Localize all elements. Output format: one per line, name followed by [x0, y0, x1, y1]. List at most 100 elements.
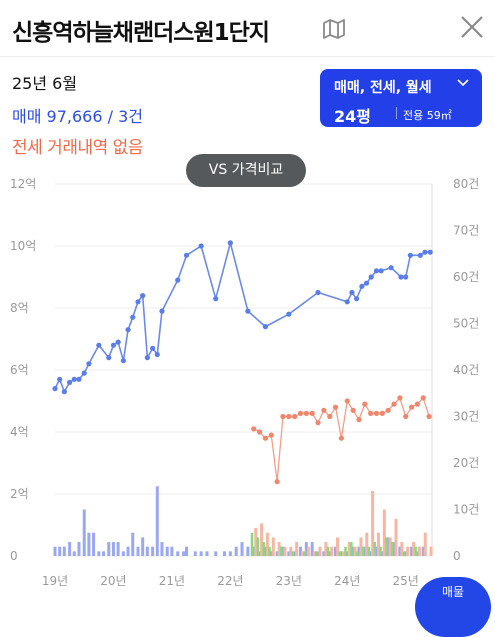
sale-volume-bar [116, 542, 120, 556]
rent-volume-bar [338, 551, 341, 556]
jeonse-volume-bar [429, 546, 433, 556]
sale-volume-bar [82, 509, 86, 556]
sale-volume-bar [252, 546, 256, 556]
y-right-tick: 30건 [453, 410, 479, 424]
rent-volume-bar [256, 537, 260, 556]
jeonse-volume-bar [295, 542, 299, 556]
sale-volume-bar [410, 546, 414, 556]
sale-price-point [427, 249, 433, 255]
jeonse-price-point [286, 413, 292, 420]
sale-price-point [86, 361, 92, 367]
sale-volume-bar [240, 542, 244, 556]
rent-volume-bar [303, 551, 306, 556]
rent-volume-bar [361, 546, 365, 556]
sale-price-point [96, 342, 102, 348]
jeonse-volume-bar [283, 546, 287, 556]
sale-volume-bar [136, 546, 140, 556]
sale-price-point [154, 351, 160, 358]
rent-volume-bar [414, 546, 417, 556]
jeonse-price-point [373, 410, 380, 416]
sale-volume-bar [141, 537, 145, 556]
sale-price-point [144, 355, 150, 361]
y-right-tick: 10건 [453, 503, 479, 517]
sale-volume-bar [126, 546, 130, 556]
sale-volume-bar [111, 542, 115, 556]
sale-volume-bar [53, 546, 57, 556]
jeonse-volume-bar [260, 523, 264, 556]
rent-volume-bar [250, 532, 254, 556]
sale-volume-bar [193, 551, 197, 556]
filter-button[interactable]: 매매, 전세, 월세 24평 전용 59㎡ [320, 69, 482, 127]
sale-volume-bar [77, 542, 81, 556]
sale-price-point [52, 386, 58, 392]
jeonse-price-point [350, 407, 356, 413]
chevron-down-icon [457, 79, 469, 87]
map-icon[interactable] [323, 19, 345, 39]
jeonse-volume-bar [353, 546, 357, 556]
rent-volume-bar [402, 551, 406, 556]
listing-fab-button[interactable]: 매물 [415, 577, 491, 637]
jeonse-volume-bar [318, 546, 322, 556]
y-left-tick: 0 [10, 549, 18, 563]
jeonse-volume-bar [394, 518, 398, 556]
sale-price-point [175, 277, 181, 283]
sale-volume-bar [155, 486, 159, 556]
x-tick: 23년 [276, 574, 302, 588]
sale-price-point [71, 376, 77, 382]
rent-volume-bar [391, 542, 394, 556]
sale-price-point [140, 293, 146, 299]
sale-price-point [398, 274, 404, 280]
sale-price-point [76, 376, 82, 382]
jeonse-price-point [338, 435, 345, 441]
jeonse-price-point [368, 410, 374, 416]
sale-volume-bar [374, 546, 378, 556]
sale-price-point [67, 379, 73, 385]
jeonse-price-point [408, 404, 415, 410]
close-icon[interactable] [457, 12, 487, 42]
jeonse-price-point [327, 413, 333, 420]
sale-price-point [115, 339, 121, 345]
sale-volume-bar [176, 551, 180, 556]
sale-volume-bar [151, 546, 155, 556]
sale-volume-bar [72, 551, 76, 556]
sale-price-point [403, 274, 409, 280]
sale-volume-bar [421, 546, 425, 556]
sale-volume-bar [68, 542, 72, 556]
sale-volume-bar [281, 546, 285, 556]
y-right-tick: 50건 [453, 317, 479, 331]
sale-price-point [61, 389, 67, 395]
sale-volume-bar [223, 551, 227, 556]
rent-volume-bar [355, 551, 359, 556]
rent-volume-bar [379, 546, 382, 556]
sale-volume-bar [107, 542, 111, 556]
compare-button[interactable]: VS 가격비교 [186, 154, 306, 187]
sale-price-point [57, 376, 63, 382]
sale-volume-bar [351, 546, 355, 556]
jeonse-volume-bar [324, 542, 328, 556]
y-left-tick: 12억 [10, 177, 36, 191]
jeonse-volume-bar [265, 532, 269, 556]
y-left-tick: 10억 [10, 239, 36, 253]
sale-price-point [120, 358, 126, 364]
sale-price-point [213, 296, 219, 302]
y-left-tick: 2억 [10, 487, 29, 501]
jeonse-volume-bar [306, 546, 310, 556]
sale-price-point [354, 296, 360, 302]
trade-type-label: 매매, 전세, 월세 [334, 80, 432, 96]
jeonse-volume-bar [376, 532, 380, 556]
jeonse-price-point [256, 429, 263, 435]
jeonse-volume-bar [359, 537, 363, 556]
x-tick: 20년 [100, 574, 126, 588]
jeonse-volume-bar [341, 551, 345, 556]
y-right-tick: 20건 [453, 456, 479, 470]
rent-volume-bar [291, 551, 295, 556]
sale-summary: 매매 97,666 / 3건 [12, 107, 143, 126]
period-label: 25년 6월 [12, 74, 78, 93]
sale-volume-bar [145, 546, 149, 556]
x-tick: 21년 [159, 574, 185, 588]
jeonse-volume-bar [330, 546, 334, 556]
x-tick: 24년 [334, 574, 360, 588]
jeonse-price-point [397, 395, 403, 401]
y-left-tick: 6억 [10, 363, 29, 377]
jeonse-price-point [251, 426, 257, 432]
